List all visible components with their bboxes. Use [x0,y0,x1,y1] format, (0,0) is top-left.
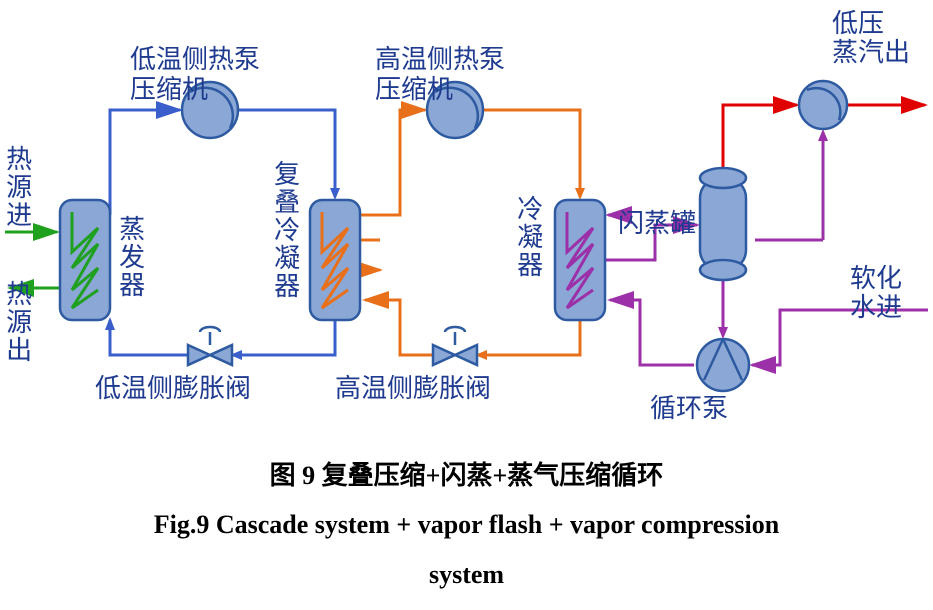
high-temp-loop [360,110,585,360]
label-circ-pump: 循环泵 [650,395,728,424]
label-flash-tank: 闪蒸罐 [618,210,696,239]
label-high-valve: 高温侧膨胀阀 [335,375,491,404]
high-expansion-valve [433,327,477,365]
caption-en2: system [0,560,933,590]
low-expansion-valve [188,327,232,365]
evaporator [60,200,110,320]
circ-pump [697,339,749,391]
label-steam-out: 低压蒸汽出 [832,10,910,67]
caption-en1: Fig.9 Cascade system + vapor flash + vap… [0,510,933,540]
label-condenser: 冷凝器 [513,195,542,279]
label-high-comp: 高温侧热泵压缩机 [375,45,525,105]
diagram-canvas: 热源进 热源出 蒸发器 低温侧热泵压缩机 复叠冷凝器 低温侧膨胀阀 高温侧热泵压… [0,0,933,610]
label-low-valve: 低温侧膨胀阀 [95,375,251,404]
label-water-in: 软化水进 [850,265,902,322]
label-low-comp: 低温侧热泵压缩机 [130,45,280,105]
label-heat-out: 热源出 [2,280,31,364]
flash-tank [700,168,746,280]
water-steam-loop [605,129,928,365]
label-cascade-cond: 复叠冷凝器 [270,160,299,300]
cascade-condenser [310,200,360,320]
condenser [555,200,605,320]
steam-compressor [799,81,847,129]
label-heat-in: 热源进 [2,145,31,229]
label-evap: 蒸发器 [115,215,144,299]
caption-cn: 图 9 复叠压缩+闪蒸+蒸气压缩循环 [0,455,933,492]
